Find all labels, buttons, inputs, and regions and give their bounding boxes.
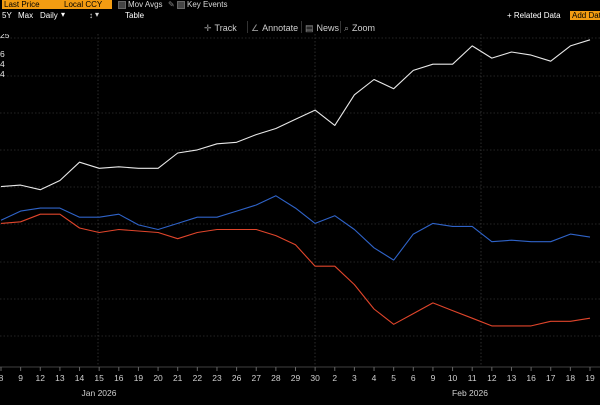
x-tick-label: 15	[94, 373, 104, 383]
last-price-field[interactable]: Last Price	[2, 0, 62, 9]
x-tick-label: 10	[448, 373, 458, 383]
series-lines	[0, 39, 591, 327]
x-tick-label: 4	[372, 373, 377, 383]
add-data-button[interactable]: Add Dat	[570, 11, 600, 20]
x-tick-label: 28	[271, 373, 281, 383]
crosshair-icon: ✛	[204, 23, 212, 33]
month-label: Jan 2026	[82, 388, 117, 398]
chevron-down-icon[interactable]: ▾	[61, 10, 66, 19]
sort-icon[interactable]: ↕	[89, 11, 93, 20]
x-tick-label: 12	[487, 373, 497, 383]
x-tick-label: 18	[566, 373, 576, 383]
divider	[340, 21, 341, 33]
x-tick-label: 19	[134, 373, 144, 383]
x-tick-label: 13	[507, 373, 517, 383]
pencil-icon: ✎	[168, 0, 175, 9]
x-tick-label: 26	[232, 373, 242, 383]
x-tick-label: 27	[251, 373, 261, 383]
x-tick-label: 22	[193, 373, 203, 383]
key-events-checkbox[interactable]	[177, 1, 185, 9]
chart-tools-bar: ✛ Track ∠ Annotate ▤ News ⌕ Zoom	[0, 20, 600, 34]
series-line-3	[0, 213, 591, 327]
currency-field[interactable]: Local CCY	[62, 0, 112, 9]
series-line-2	[0, 195, 591, 261]
x-axis-ticks: 8 9 12 13 14 15 16 19 20 21 22 23 26 27 28 29 30 2 3 4 5 6 9 10…	[0, 367, 595, 398]
x-tick-label: 11	[468, 373, 477, 383]
table-button[interactable]: Table	[125, 11, 145, 20]
zoom-tool[interactable]: ⌕ Zoom	[344, 23, 376, 33]
x-tick-label: 17	[546, 373, 556, 383]
news-icon: ▤	[305, 23, 314, 33]
x-tick-label: 3	[352, 373, 357, 383]
legend-value: 4	[0, 69, 5, 79]
x-tick-label: 16	[526, 373, 536, 383]
annotate-icon: ∠	[251, 23, 260, 33]
frequency-select[interactable]: Daily	[40, 11, 58, 20]
toolbar-row-1: Last Price Local CCY Mov Avgs ✎ Key Even…	[0, 0, 600, 10]
x-tick-label: 12	[36, 373, 46, 383]
price-chart[interactable]: 8 9 12 13 14 15 16 19 20 21 22 23 26 27 28 29 30 2 3 4 5 6 9 10…	[0, 30, 600, 400]
period-max-button[interactable]: Max	[18, 11, 34, 20]
x-tick-label: 2	[332, 373, 337, 383]
key-events-label: Key Events	[187, 0, 228, 9]
legend-value: 6	[0, 49, 5, 59]
x-tick-label: 20	[153, 373, 163, 383]
x-tick-label: 9	[18, 373, 23, 383]
search-icon: ⌕	[344, 23, 350, 33]
period-5y-button[interactable]: 5Y	[2, 11, 12, 20]
x-tick-label: 29	[291, 373, 301, 383]
toolbar-row-2: 5Y Max Daily ▾ ↕ ▾ Table + Related Data …	[0, 10, 600, 29]
news-tool[interactable]: ▤ News	[305, 23, 340, 33]
chart-area[interactable]: 8 9 12 13 14 15 16 19 20 21 22 23 26 27 28 29 30 2 3 4 5 6 9 10…	[0, 30, 600, 400]
x-tick-label: 5	[391, 373, 396, 383]
grid	[0, 34, 600, 368]
x-tick-label: 6	[411, 373, 416, 383]
legend-value: 25	[0, 34, 10, 40]
mov-avgs-label: Mov Avgs	[128, 0, 163, 9]
annotate-tool[interactable]: ∠ Annotate	[251, 23, 299, 33]
x-tick-label: 16	[114, 373, 124, 383]
x-tick-label: 19	[585, 373, 595, 383]
month-label: Feb 2026	[452, 388, 488, 398]
x-tick-label: 14	[75, 373, 85, 383]
x-tick-label: 30	[310, 373, 320, 383]
x-tick-label: 9	[431, 373, 436, 383]
x-tick-label: 13	[55, 373, 65, 383]
track-tool[interactable]: ✛ Track	[204, 23, 237, 33]
related-data-button[interactable]: + Related Data	[507, 11, 561, 20]
divider	[301, 21, 302, 33]
x-tick-label: 23	[212, 373, 222, 383]
series-line-1	[0, 39, 591, 191]
divider	[247, 21, 248, 33]
x-tick-label: 8	[0, 373, 4, 383]
legend-value: 4	[0, 59, 5, 69]
mov-avgs-checkbox[interactable]	[118, 1, 126, 9]
chevron-down-small-icon[interactable]: ▾	[95, 10, 100, 19]
x-tick-label: 21	[173, 373, 183, 383]
